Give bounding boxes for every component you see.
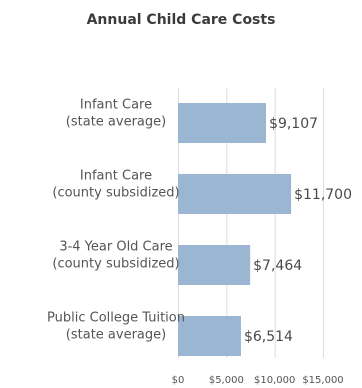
data-label: $6,514 <box>244 329 293 345</box>
category-label-line: Infant Care <box>80 98 152 113</box>
x-tick-label: $15,000 <box>302 375 343 386</box>
chart-title: Annual Child Care Costs <box>87 12 276 28</box>
category-label: Public College Tuition (state average) <box>47 311 185 343</box>
category-label-line: Public College Tuition <box>47 311 185 326</box>
bar <box>178 103 267 143</box>
data-label: $7,464 <box>253 258 302 274</box>
category-label: 3-4 Year Old Care (county subsidized) <box>52 240 179 272</box>
category-label-line: 3-4 Year Old Care <box>59 240 172 255</box>
tick-layer: $0 $5,000 $10,000 $15,000 <box>172 375 344 386</box>
category-label-line: (state average) <box>66 328 166 343</box>
bar <box>178 316 241 356</box>
category-label-line: (county subsidized) <box>52 186 179 201</box>
category-label-line: Infant Care <box>80 169 152 184</box>
bar-layer <box>178 103 292 356</box>
category-label-line: (county subsidized) <box>52 257 179 272</box>
data-label: $9,107 <box>269 116 318 132</box>
x-tick-label: $10,000 <box>254 375 295 386</box>
category-label: Infant Care (state average) <box>66 98 166 130</box>
category-label: Infant Care (county subsidized) <box>52 169 179 201</box>
label-layer: $9,107 Infant Care (state average) $11,700 I… <box>47 98 352 346</box>
category-label-line: (state average) <box>66 115 166 130</box>
bar <box>178 245 251 285</box>
x-tick-label: $5,000 <box>209 375 244 386</box>
data-label: $11,700 <box>294 187 352 203</box>
x-tick-label: $0 <box>172 375 185 386</box>
bar <box>178 174 292 214</box>
